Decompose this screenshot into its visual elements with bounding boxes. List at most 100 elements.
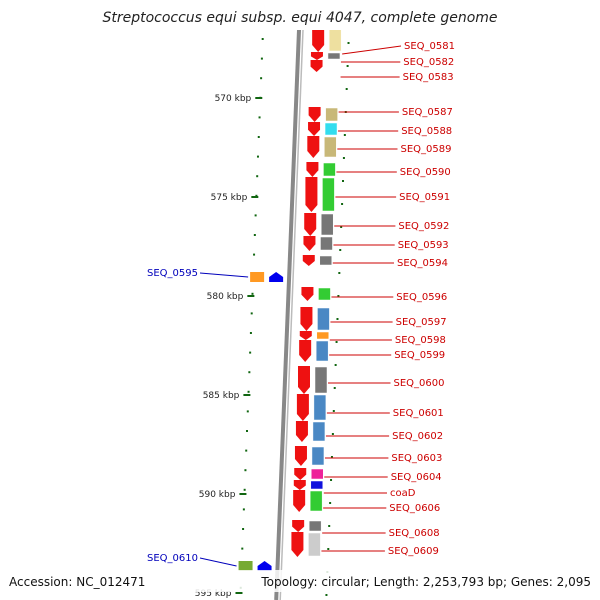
cog-block — [323, 162, 336, 177]
gene-label-seq_0588: SEQ_0588 — [401, 126, 452, 137]
gene-label-seq_0600: SEQ_0600 — [394, 378, 445, 389]
ring-dot — [340, 226, 343, 228]
ring-dot — [251, 292, 254, 295]
ring-dot — [253, 253, 256, 256]
backbone-line — [274, 0, 303, 600]
gene-label-seq_0609: SEQ_0609 — [388, 546, 439, 557]
topology-text: Topology: circular; Length: 2,253,793 bp… — [260, 575, 591, 589]
ring-dot — [341, 203, 344, 205]
ring-dot — [345, 88, 348, 90]
title-band — [0, 0, 600, 30]
gene-arrow-forward — [310, 52, 323, 60]
gene-leader-line — [342, 45, 402, 55]
gene-arrow-reverse — [269, 272, 284, 282]
gene-label-seq_0603: SEQ_0603 — [391, 453, 442, 464]
ring-dot — [329, 502, 332, 504]
ring-dot — [241, 547, 244, 550]
gene-arrow-forward — [298, 366, 310, 394]
ring-dot — [327, 548, 330, 550]
gene-arrow-forward — [308, 107, 321, 122]
gene-arrow-forward — [304, 213, 317, 236]
gene-arrow-forward — [292, 520, 305, 532]
ring-dot — [244, 469, 247, 472]
ring-dot — [249, 351, 252, 354]
backbone-inner-line — [279, 0, 305, 600]
ring-dot — [246, 410, 249, 413]
ring-dot — [343, 134, 346, 136]
ring-dot — [335, 341, 338, 343]
gene-arrow-forward — [296, 394, 309, 421]
gene-arrow-forward — [294, 468, 307, 480]
cog-block — [309, 490, 323, 512]
gene-arrow-forward — [299, 340, 312, 362]
ring-dot — [254, 214, 257, 217]
ring-dot — [339, 249, 342, 251]
ring-dot — [243, 488, 246, 491]
gene-label-seq_0593: SEQ_0593 — [398, 240, 449, 251]
ring-dot — [253, 234, 256, 236]
ring-dot — [346, 65, 349, 67]
ring-dot — [347, 42, 350, 44]
ring-dot — [328, 525, 331, 527]
gene-track — [257, 0, 325, 571]
cog-block — [310, 468, 324, 480]
kbp-tick-mark — [243, 394, 251, 396]
ring-dot — [338, 272, 341, 274]
gene-label-seq_0599: SEQ_0599 — [394, 350, 445, 361]
ring-dot — [334, 364, 337, 366]
ring-dot — [342, 180, 344, 182]
kbp-tick-mark — [247, 295, 255, 297]
gene-arrow-forward — [294, 446, 307, 466]
ring-dot — [258, 116, 261, 119]
gene-label-coad: coaD — [390, 488, 416, 499]
gene-label-seq_0598: SEQ_0598 — [395, 335, 446, 346]
cog-block — [238, 561, 253, 571]
gene-label-seq_0597: SEQ_0597 — [396, 317, 447, 328]
ring-dot — [256, 175, 259, 178]
kbp-tick-label: 575 kbp — [211, 193, 248, 203]
ring-dot — [256, 155, 259, 158]
gene-label-seq_0587: SEQ_0587 — [402, 107, 453, 118]
kbp-tick-label: 580 kbp — [207, 292, 244, 302]
ring-dot — [331, 433, 334, 435]
gene-label-seq_0606: SEQ_0606 — [389, 503, 440, 514]
kbp-tick-label: 570 kbp — [215, 94, 252, 104]
gene-arrow-forward — [305, 177, 318, 212]
gene-arrow-forward — [300, 307, 313, 331]
gene-label-seq_0604: SEQ_0604 — [391, 472, 442, 483]
ring-dot — [330, 479, 333, 481]
gene-arrow-forward — [293, 480, 306, 490]
ring-dot — [260, 77, 263, 80]
cog-block — [308, 520, 322, 532]
genome-backbone — [274, 0, 305, 600]
gene-label-seq_0589: SEQ_0589 — [401, 144, 452, 155]
ring-dot — [255, 194, 258, 197]
ring-dot — [333, 387, 336, 389]
gene-arrow-forward — [306, 162, 319, 177]
gene-label-seq_0594: SEQ_0594 — [397, 258, 448, 269]
kbp-tick-mark — [251, 196, 259, 198]
gene-label-seq_0592: SEQ_0592 — [398, 221, 449, 232]
ring-dot — [342, 157, 345, 159]
ring-dot — [242, 508, 245, 511]
gene-label-seq_0602: SEQ_0602 — [392, 431, 443, 442]
gene-label-seq_0596: SEQ_0596 — [396, 292, 447, 303]
ring-dot — [245, 449, 248, 452]
kbp-tick-mark — [239, 493, 247, 495]
gene-label-seq_0601: SEQ_0601 — [393, 408, 444, 419]
cog-block — [308, 532, 321, 557]
accession-text: Accession: NC_012471 — [9, 575, 145, 589]
ring-dot — [330, 456, 333, 458]
gene-arrow-reverse — [257, 561, 272, 571]
cog-block — [316, 331, 330, 340]
gene-arrow-forward — [307, 136, 320, 158]
cog-block — [327, 52, 341, 60]
ring-dot — [246, 430, 248, 432]
cog-block — [322, 177, 335, 212]
cog-block — [318, 287, 331, 301]
gene-leader-line — [199, 557, 237, 567]
gene-arrow-forward — [310, 60, 323, 72]
gene-label-seq_0582: SEQ_0582 — [403, 57, 454, 68]
